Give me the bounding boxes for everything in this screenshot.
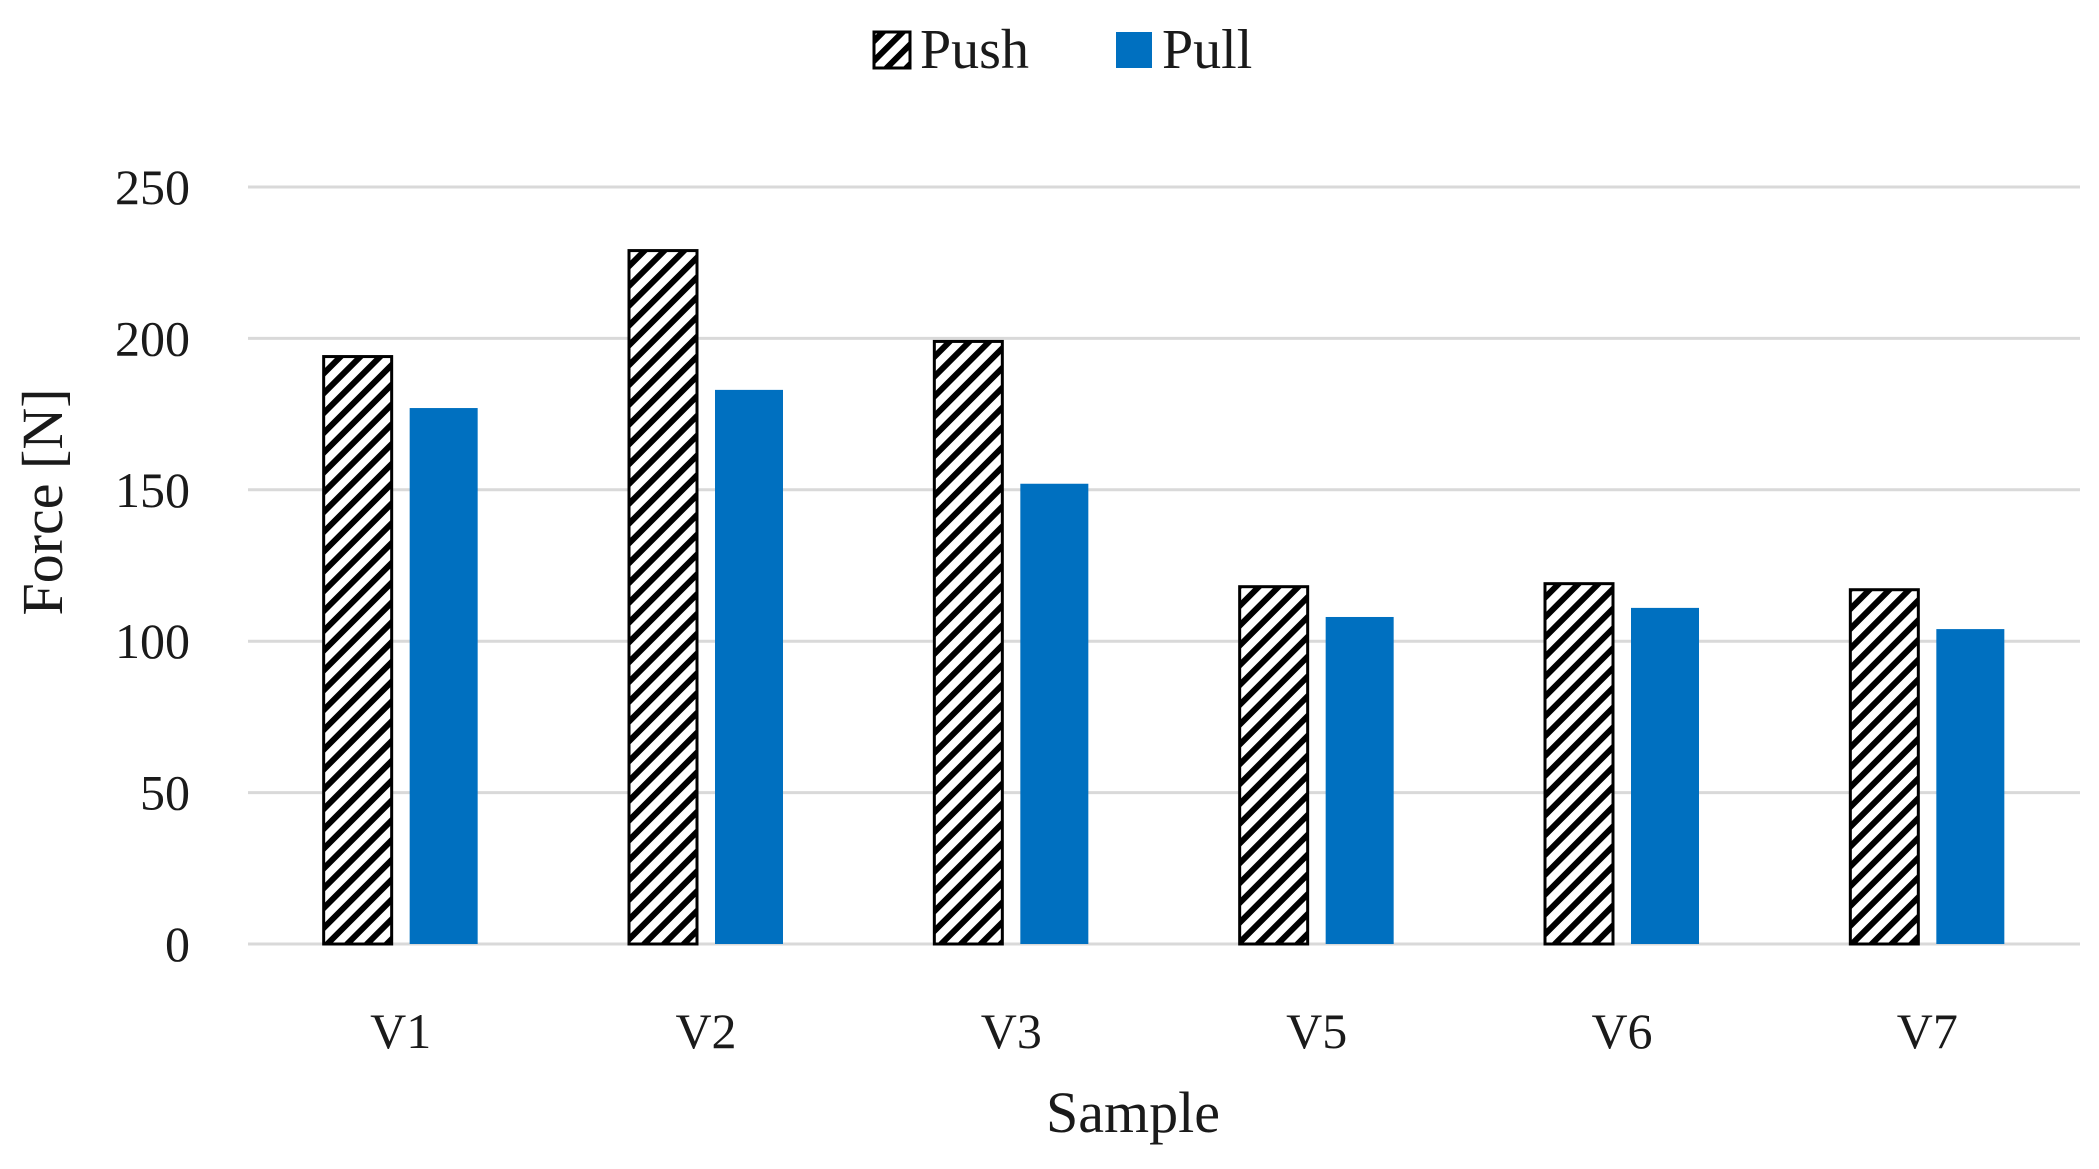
x-tick-label: V6: [1591, 1003, 1652, 1059]
gridlines: [248, 185, 2080, 946]
bar-push-v7: [1848, 588, 1920, 946]
bar-push-v3: [932, 339, 1004, 946]
y-tick-label: 0: [165, 916, 190, 972]
bar-pull-v2: [715, 389, 783, 945]
bar-pull-v5: [1325, 616, 1394, 944]
bar-pull-v6: [1631, 607, 1699, 944]
x-axis-title: Sample: [1046, 1080, 1220, 1145]
x-tick-label: V3: [981, 1003, 1042, 1059]
bar-push-v1: [322, 355, 394, 946]
legend-label-push: Push: [920, 19, 1029, 81]
bar-pull-v1: [409, 408, 478, 944]
x-tick-label: V2: [675, 1003, 736, 1059]
y-tick-label: 200: [115, 310, 190, 366]
legend: Push Pull: [872, 19, 1252, 81]
x-tick-label: V7: [1897, 1003, 1958, 1059]
y-tick-label: 100: [115, 613, 190, 669]
legend-swatch-push: [872, 30, 912, 70]
bar-push-v2: [627, 249, 699, 946]
y-tick-label: 150: [115, 462, 190, 518]
tick-labels: 0 50 100 150 200 250 V1 V2 V3 V5 V6 V7: [115, 159, 1958, 1059]
y-tick-label: 50: [140, 765, 190, 821]
bar-push-v5: [1238, 585, 1310, 946]
y-tick-label: 250: [115, 159, 190, 215]
bar-pull-v3: [1020, 483, 1089, 944]
bars: [322, 249, 2005, 946]
x-tick-label: V1: [370, 1003, 431, 1059]
legend-label-pull: Pull: [1162, 19, 1252, 81]
bar-push-v6: [1543, 582, 1615, 946]
bar-pull-v7: [1936, 629, 2005, 944]
x-tick-label: V5: [1286, 1003, 1347, 1059]
legend-swatch-pull: [1116, 32, 1152, 68]
y-axis-title: Force [N]: [10, 388, 75, 615]
